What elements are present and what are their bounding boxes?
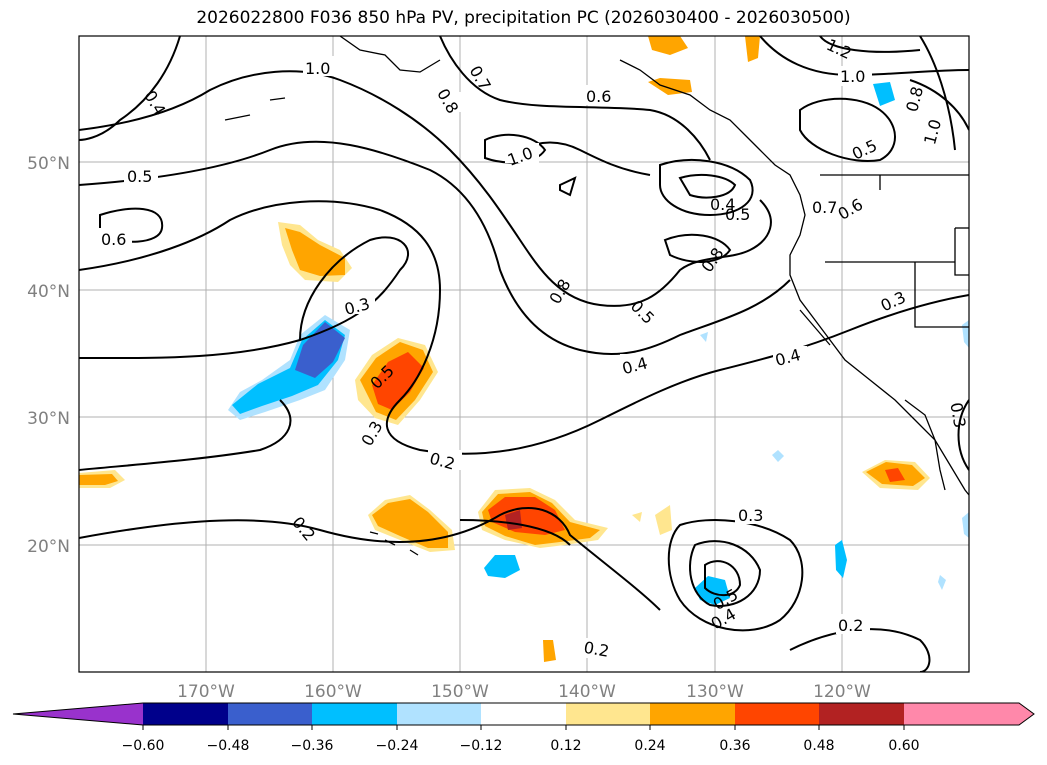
lat-label-50n: 50°N (27, 154, 70, 174)
colorbar-label: 0.24 (634, 738, 665, 754)
colorbar-label: 0.36 (719, 738, 750, 754)
colorbar-label: −0.36 (291, 738, 334, 754)
coastlines (224, 36, 969, 556)
contour-label: 0.7 (812, 198, 837, 217)
figure-title: 2026022800 F036 850 hPa PV, precipitatio… (196, 8, 851, 28)
colorbar-segment (397, 703, 481, 725)
contour-label: 1.0 (840, 67, 865, 86)
colorbar-label: −0.60 (122, 738, 165, 754)
colorbar-extend-min (13, 703, 143, 725)
colorbar-segments (13, 703, 1034, 725)
colorbar-segment (650, 703, 735, 725)
lon-label-130w: 130°W (686, 682, 744, 702)
colorbar-label: 0.12 (550, 738, 581, 754)
colorbar: −0.60 −0.48 −0.36 −0.24 −0.12 0.12 0.24 … (12, 702, 1035, 754)
lat-label-40n: 40°N (27, 282, 70, 302)
lon-label-120w: 120°W (813, 682, 871, 702)
contour-label: 1.0 (305, 59, 330, 78)
colorbar-label: 0.60 (888, 738, 919, 754)
contour-label: 0.6 (586, 87, 611, 106)
colorbar-ticks (142, 725, 905, 730)
contour-label: 0.2 (838, 616, 863, 635)
colorbar-extend-max (1019, 703, 1034, 725)
colorbar-segment (819, 703, 904, 725)
contour-label: 0.5 (127, 167, 152, 186)
colorbar-label: 0.48 (803, 738, 834, 754)
colorbar-segment (566, 703, 650, 725)
lon-label-160w: 160°W (304, 682, 362, 702)
lat-label-20n: 20°N (27, 537, 70, 557)
colorbar-label: −0.12 (460, 738, 503, 754)
colorbar-segment (312, 703, 397, 725)
contour-label: 0.4 (710, 195, 735, 214)
lon-label-150w: 150°W (431, 682, 489, 702)
lat-label-30n: 30°N (27, 409, 70, 429)
contour-label: 0.5 (725, 205, 750, 224)
lon-label-140w: 140°W (558, 682, 616, 702)
colorbar-labels: −0.60 −0.48 −0.36 −0.24 −0.12 0.12 0.24 … (122, 738, 920, 754)
contour-label: 0.3 (738, 506, 763, 525)
precip-shading (79, 36, 969, 662)
map-frame (78, 35, 970, 673)
colorbar-segment (481, 703, 566, 725)
lon-label-170w: 170°W (177, 682, 235, 702)
lat-axis-labels: 50°N 40°N 30°N 20°N (27, 154, 70, 557)
colorbar-segment (735, 703, 819, 725)
lon-axis-labels: 170°W 160°W 150°W 140°W 130°W 120°W (177, 682, 871, 702)
contour-label: 0.6 (101, 230, 126, 249)
colorbar-segment (143, 703, 228, 725)
colorbar-label: −0.24 (376, 738, 419, 754)
colorbar-segment (228, 703, 312, 725)
contour-label: 0.3 (946, 401, 969, 429)
contour-label: 0.2 (582, 638, 610, 661)
colorbar-segment (904, 703, 1019, 725)
colorbar-label: −0.48 (207, 738, 250, 754)
